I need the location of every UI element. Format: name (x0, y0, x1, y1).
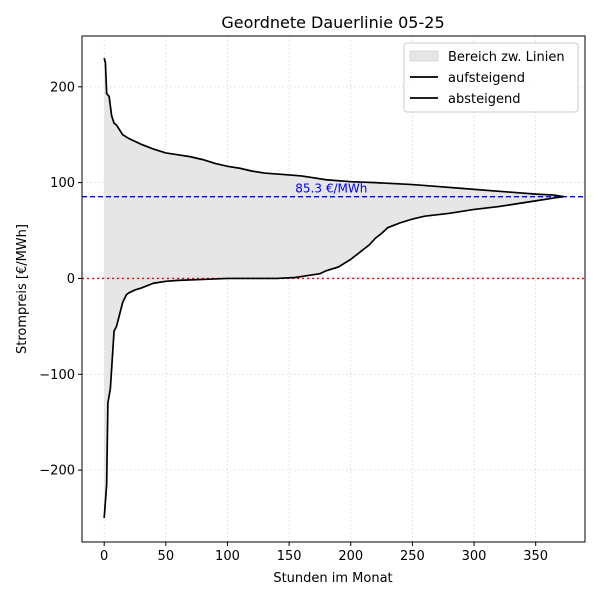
series-line-descending (103, 57, 565, 198)
plot-frame (81, 35, 586, 543)
y-tick-label: −100 (39, 368, 75, 383)
mean-price-label: 85.3 €/MWh (295, 182, 367, 196)
legend-box (403, 42, 579, 113)
fill-layer (104, 58, 565, 519)
x-axis-label: Stunden im Monat (273, 571, 392, 586)
legend-label-fill: Bereich zw. Linien (448, 50, 565, 65)
legend-label-ascending: aufsteigend (448, 71, 525, 86)
legend-fill-swatch (409, 50, 439, 62)
reference-lines: 85.3 €/MWh (82, 182, 585, 280)
x-tick-label: 50 (158, 549, 175, 564)
legend: Bereich zw. Linien aufsteigend absteigen… (403, 42, 579, 113)
series-layer (103, 57, 565, 519)
legend-label-descending: absteigend (448, 92, 520, 107)
y-tick-label: 100 (50, 176, 75, 191)
x-tick-label: 100 (215, 549, 240, 564)
x-tick-label: 200 (338, 549, 363, 564)
chart-title: Geordnete Dauerlinie 05-25 (221, 13, 444, 32)
x-tick-label: 0 (100, 549, 108, 564)
x-tick-label: 350 (523, 549, 548, 564)
x-axis-ticks: 0 50 100 150 200 250 300 350 (100, 542, 548, 564)
y-tick-label: −200 (39, 464, 75, 479)
x-tick-label: 150 (277, 549, 302, 564)
y-axis-ticks: −200 −100 0 100 200 (39, 80, 82, 479)
y-axis-label: Strompreis [€/MWh] (15, 224, 30, 354)
series-line-ascending (103, 195, 565, 519)
y-tick-label: 0 (67, 272, 75, 287)
y-tick-label: 200 (50, 80, 75, 95)
between-lines-area (104, 58, 565, 519)
x-tick-label: 300 (462, 549, 487, 564)
x-tick-label: 250 (400, 549, 425, 564)
